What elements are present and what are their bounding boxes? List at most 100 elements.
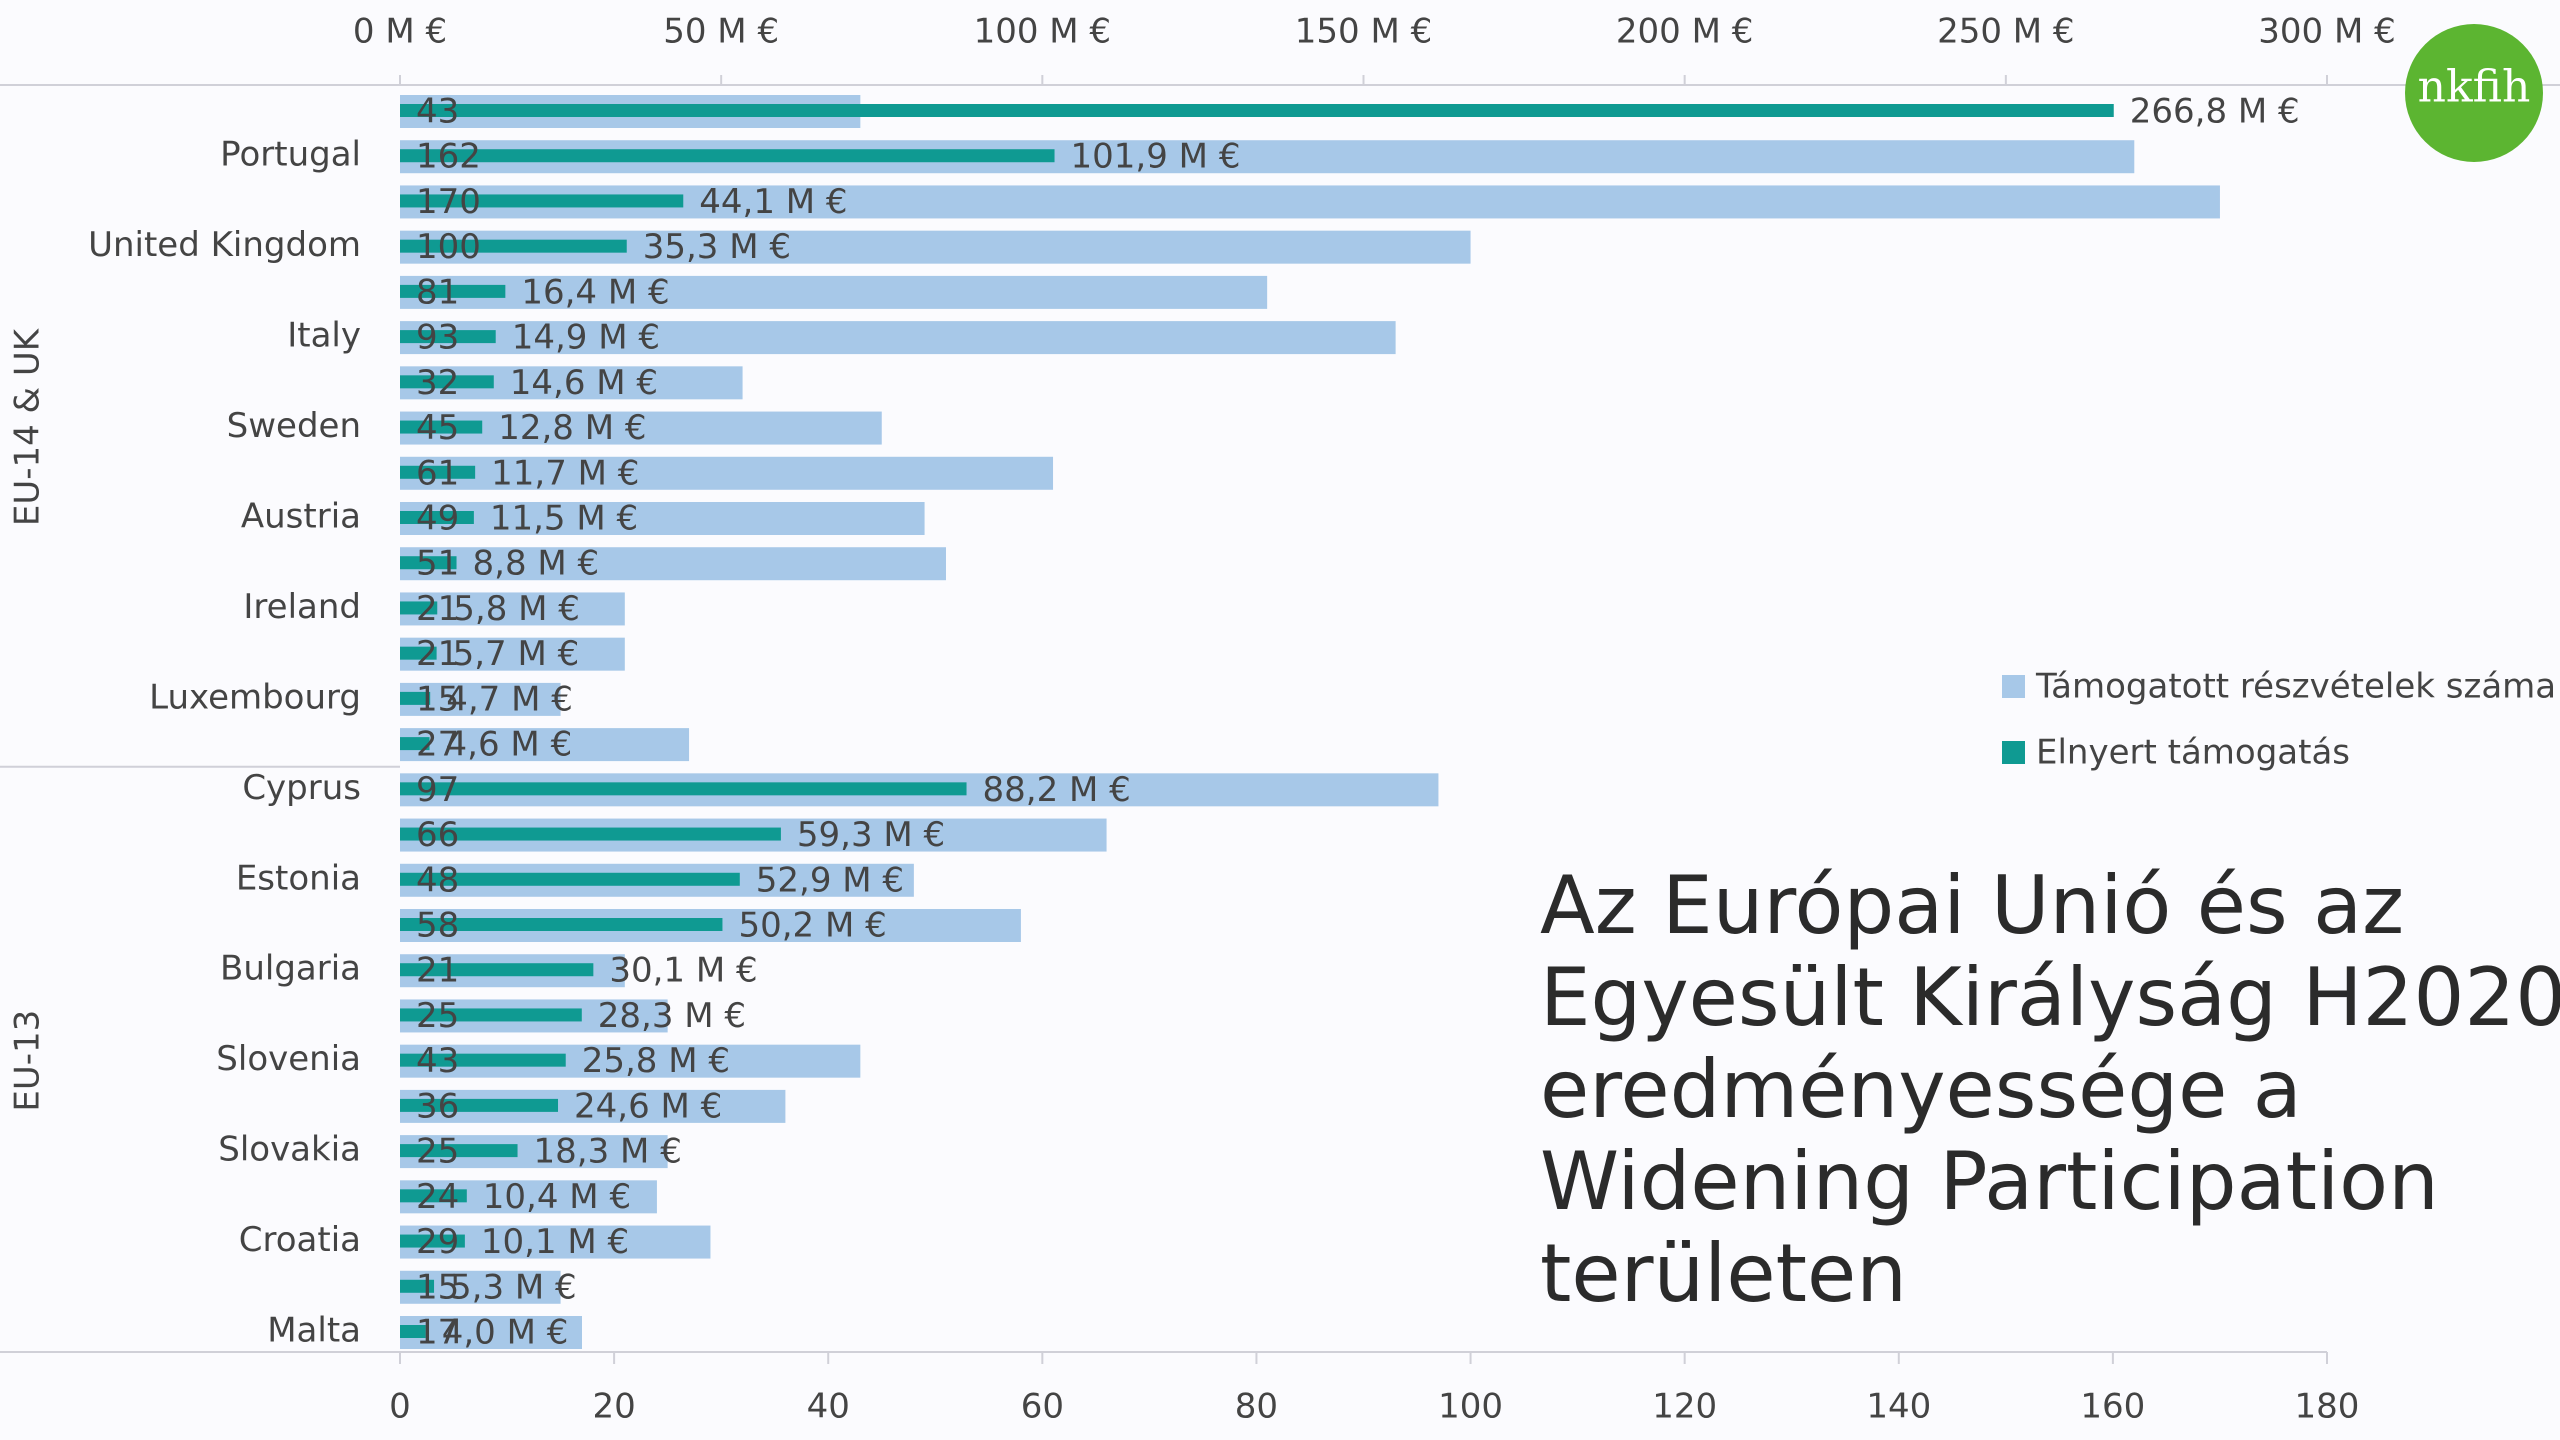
x-tick-label: 20 bbox=[592, 1387, 635, 1427]
funding-label: 4,7 M € bbox=[446, 679, 573, 719]
category-label: United Kingdom bbox=[88, 225, 361, 265]
count-label: 32 bbox=[416, 363, 459, 403]
x2-tick-label: 0 M € bbox=[353, 12, 447, 52]
count-bar bbox=[400, 456, 1054, 490]
legend-swatch bbox=[2002, 675, 2025, 698]
count-bar bbox=[400, 592, 625, 626]
count-bar bbox=[400, 185, 2220, 219]
funding-bar bbox=[400, 330, 496, 344]
category-label: Slovakia bbox=[218, 1130, 361, 1170]
x-tick-label: 160 bbox=[2080, 1387, 2145, 1427]
legend-swatch bbox=[2002, 741, 2025, 764]
count-label: 45 bbox=[416, 408, 459, 448]
funding-label: 24,6 M € bbox=[574, 1086, 722, 1126]
funding-bar bbox=[400, 1189, 467, 1203]
group-label: EU-13 bbox=[8, 1010, 48, 1112]
count-label: 97 bbox=[416, 770, 459, 810]
title-line: Az Európai Unió és az bbox=[1540, 859, 2405, 952]
title-line: eredményessége a bbox=[1540, 1043, 2302, 1136]
funding-label: 4,0 M € bbox=[442, 1313, 569, 1353]
funding-bar bbox=[400, 737, 430, 751]
funding-label: 11,5 M € bbox=[490, 499, 638, 539]
title-line: területen bbox=[1540, 1227, 1907, 1320]
count-bar bbox=[400, 275, 1268, 309]
count-bar bbox=[400, 547, 946, 581]
funding-bar bbox=[400, 601, 438, 615]
funding-label: 35,3 M € bbox=[643, 227, 791, 267]
category-label: Austria bbox=[241, 497, 361, 537]
funding-bar bbox=[400, 691, 431, 705]
x2-tick-label: 50 M € bbox=[663, 12, 779, 52]
count-label: 51 bbox=[416, 544, 459, 584]
x-tick-label: 140 bbox=[1866, 1387, 1931, 1427]
funding-bar bbox=[400, 646, 437, 660]
x-tick-label: 40 bbox=[807, 1387, 850, 1427]
count-label: 81 bbox=[416, 272, 459, 312]
funding-bar bbox=[400, 104, 2114, 117]
funding-label: 5,3 M € bbox=[450, 1267, 577, 1307]
funding-bar bbox=[400, 239, 627, 253]
count-bar bbox=[400, 637, 625, 671]
x-tick-label: 80 bbox=[1235, 1387, 1278, 1427]
funding-label: 44,1 M € bbox=[699, 182, 847, 222]
x-tick-label: 60 bbox=[1021, 1387, 1064, 1427]
count-label: 93 bbox=[416, 318, 459, 358]
category-label: Italy bbox=[287, 316, 361, 356]
category-label: Cyprus bbox=[242, 768, 361, 808]
count-label: 25 bbox=[416, 1132, 459, 1172]
x-tick-label: 180 bbox=[2295, 1387, 2360, 1427]
count-label: 24 bbox=[416, 1177, 459, 1217]
legend-label: Támogatott részvételek száma bbox=[2035, 667, 2556, 707]
funding-label: 4,6 M € bbox=[446, 725, 573, 765]
funding-bar bbox=[400, 1279, 435, 1293]
funding-label: 50,2 M € bbox=[738, 906, 886, 946]
count-bar bbox=[400, 1316, 582, 1349]
category-label: Luxembourg bbox=[149, 677, 361, 717]
funding-bar bbox=[400, 827, 781, 841]
count-bar bbox=[400, 321, 1396, 355]
x2-tick-label: 250 M € bbox=[1937, 12, 2074, 52]
x-tick-label: 100 bbox=[1438, 1387, 1503, 1427]
title-line: Egyesült Királyság H2020 bbox=[1540, 951, 2560, 1044]
funding-bar bbox=[400, 1325, 426, 1338]
count-label: 170 bbox=[416, 182, 481, 222]
funding-label: 5,7 M € bbox=[453, 634, 580, 674]
funding-label: 52,9 M € bbox=[756, 860, 904, 900]
funding-bar bbox=[400, 1234, 465, 1248]
funding-bar bbox=[400, 149, 1055, 163]
funding-bar bbox=[400, 963, 594, 977]
logo-text: nkfih bbox=[2418, 62, 2531, 113]
funding-bar bbox=[400, 511, 474, 524]
title-line: Widening Participation bbox=[1540, 1135, 2439, 1228]
x2-tick-label: 100 M € bbox=[974, 12, 1111, 52]
funding-label: 25,8 M € bbox=[582, 1041, 730, 1081]
funding-label: 18,3 M € bbox=[534, 1132, 682, 1172]
funding-label: 14,6 M € bbox=[510, 363, 658, 403]
count-label: 21 bbox=[416, 589, 459, 629]
category-label: Portugal bbox=[220, 135, 361, 175]
x-tick-label: 120 bbox=[1652, 1387, 1717, 1427]
funding-label: 11,7 M € bbox=[491, 453, 639, 493]
count-label: 58 bbox=[416, 906, 459, 946]
count-bar bbox=[400, 728, 690, 762]
funding-label: 88,2 M € bbox=[983, 770, 1131, 810]
category-label: Ireland bbox=[243, 587, 361, 627]
count-label: 15 bbox=[416, 679, 459, 719]
funding-bar bbox=[400, 465, 476, 479]
count-label: 49 bbox=[416, 499, 459, 539]
funding-label: 8,8 M € bbox=[473, 544, 600, 584]
funding-bar bbox=[400, 420, 483, 434]
count-label: 43 bbox=[416, 1041, 459, 1081]
funding-bar bbox=[400, 1053, 566, 1067]
count-label: 17 bbox=[416, 1313, 459, 1353]
funding-bar bbox=[400, 872, 740, 886]
funding-label: 16,4 M € bbox=[521, 272, 669, 312]
count-bar bbox=[400, 502, 925, 535]
count-label: 66 bbox=[416, 815, 459, 855]
funding-label: 59,3 M € bbox=[797, 815, 945, 855]
legend-label: Elnyert támogatás bbox=[2036, 733, 2350, 773]
funding-label: 28,3 M € bbox=[598, 996, 746, 1036]
count-label: 61 bbox=[416, 453, 459, 493]
count-label: 36 bbox=[416, 1086, 459, 1126]
